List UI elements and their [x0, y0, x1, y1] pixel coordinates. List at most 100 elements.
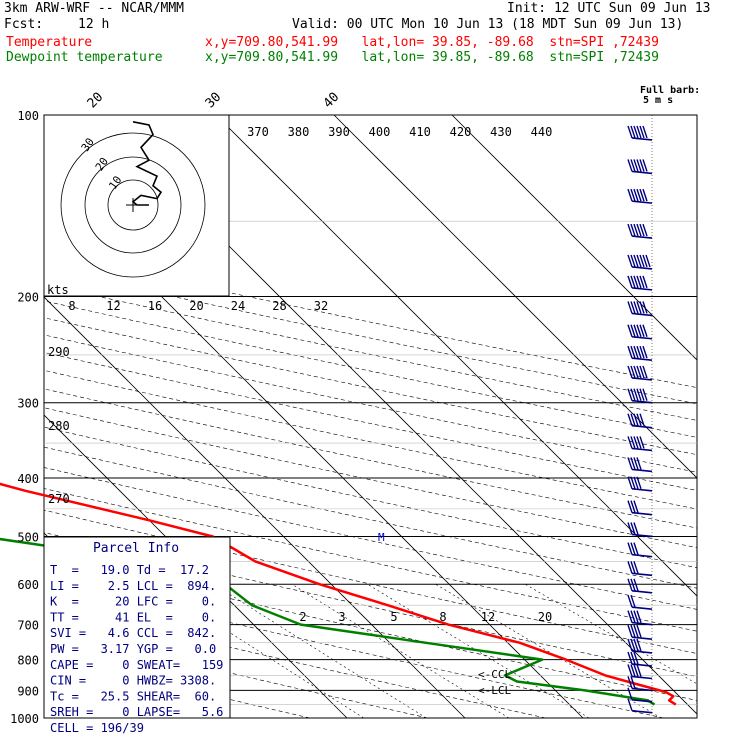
barb-feather: [627, 624, 633, 638]
barb-shaft: [631, 137, 653, 141]
barb-feather: [630, 365, 636, 379]
barb-feather: [630, 275, 636, 289]
barb-feather: [627, 159, 633, 172]
barb-feather: [639, 324, 645, 337]
barb-feather: [630, 188, 636, 202]
wind-barb: [627, 388, 653, 404]
full-barb-value: 5 m s: [643, 95, 673, 106]
wind-barbs: [627, 115, 653, 718]
barb-feather: [633, 500, 639, 513]
barb-feather: [630, 388, 636, 401]
barb-feather: [627, 457, 633, 470]
barb-shaft: [631, 663, 653, 667]
barb-feather: [633, 324, 639, 337]
mixing-ratio-label: 8: [439, 610, 446, 624]
barb-feather: [627, 125, 633, 139]
barb-feather: [633, 476, 639, 490]
barb-shaft: [631, 357, 653, 361]
parcel-row: T = 19.0 Td = 17.2: [50, 563, 209, 577]
barb-shaft: [631, 572, 653, 577]
speed-label: 8: [68, 299, 75, 313]
barb-feather: [636, 188, 642, 202]
theta-label: 410: [409, 125, 431, 139]
barb-feather: [630, 159, 636, 172]
wind-barb: [627, 413, 653, 429]
legend-temperature-info: x,y=709.80,541.99 lat,lon= 39.85, -89.68…: [205, 35, 659, 50]
pressure-label: 400: [17, 472, 39, 486]
speed-label: 16: [148, 299, 162, 313]
wind-barb: [627, 638, 653, 654]
parcel-row: LI = 2.5 LCL = 894.: [50, 579, 216, 593]
barb-shaft: [631, 606, 653, 610]
hodograph-ring-label: 30: [79, 136, 97, 154]
barb-feather: [630, 436, 636, 449]
barb-feather: [630, 522, 636, 535]
barb-shaft: [631, 709, 653, 714]
barb-feather: [627, 676, 633, 689]
wind-barb: [627, 500, 653, 516]
theta-label: 400: [369, 125, 391, 139]
isotherm-label: 30: [203, 90, 225, 112]
ccl-marker: <-CCL: [478, 668, 511, 681]
barb-shaft: [631, 399, 653, 404]
barb-feather: [630, 457, 636, 470]
speed-label: 24: [231, 299, 245, 313]
isotherm-label: 20: [85, 90, 107, 112]
pressure-label: 500: [17, 530, 39, 544]
barb-feather: [627, 345, 633, 359]
barb-shaft: [631, 511, 653, 516]
pressure-label: 200: [17, 291, 39, 305]
barb-feather: [639, 223, 645, 237]
barb-feather: [630, 476, 636, 490]
barb-feather: [630, 223, 636, 237]
barb-feather: [627, 436, 633, 449]
wind-barb: [627, 687, 653, 703]
barb-feather: [630, 301, 636, 314]
barb-feather: [639, 159, 645, 172]
barb-feather: [627, 610, 633, 623]
wind-barb: [627, 578, 653, 594]
wind-barb: [627, 324, 653, 340]
barb-feather: [636, 275, 642, 289]
barb-feather: [627, 651, 633, 665]
parcel-panel: [43, 536, 231, 719]
barb-shaft: [631, 590, 653, 594]
mixing-ratio-line: [213, 583, 427, 718]
barb-feather: [627, 223, 633, 237]
barb-shaft: [631, 266, 653, 270]
parcel-title: Parcel Info: [93, 541, 179, 556]
parcel-row: CIN = 0 HWBZ= 3308.: [50, 674, 216, 688]
barb-feather: [639, 365, 645, 379]
theta-label: 440: [531, 125, 553, 139]
barb-feather: [636, 345, 642, 359]
wind-barb: [627, 561, 653, 577]
barb-feather: [633, 345, 639, 359]
barb-feather: [636, 388, 642, 401]
barb-shaft: [631, 488, 653, 492]
wind-barb: [627, 610, 653, 626]
theta-label: 430: [490, 125, 512, 139]
barb-shaft: [631, 312, 653, 317]
barb-feather: [636, 476, 642, 490]
barb-feather: [630, 624, 636, 638]
hodograph-trace: [131, 121, 163, 206]
barb-feather: [642, 125, 648, 139]
barb-feather: [627, 324, 633, 337]
adiabat-label: 290: [48, 345, 70, 359]
barb-feather: [630, 324, 636, 337]
barb-feather: [627, 365, 633, 379]
barb-feather: [627, 476, 633, 490]
speed-label: 12: [106, 299, 120, 313]
hodograph-ring: [107, 179, 159, 231]
hodograph-ring-label: 20: [93, 155, 111, 173]
barb-feather: [627, 188, 633, 202]
barb-feather: [636, 125, 642, 139]
wind-barb: [627, 651, 653, 667]
wind-barb: [627, 664, 653, 680]
barb-feather: [630, 561, 636, 574]
barb-feather: [633, 664, 639, 677]
barb-feather: [642, 275, 648, 289]
wind-barb: [627, 188, 653, 204]
mixing-ratio-label: 2: [299, 610, 306, 624]
barb-feather: [639, 125, 645, 139]
